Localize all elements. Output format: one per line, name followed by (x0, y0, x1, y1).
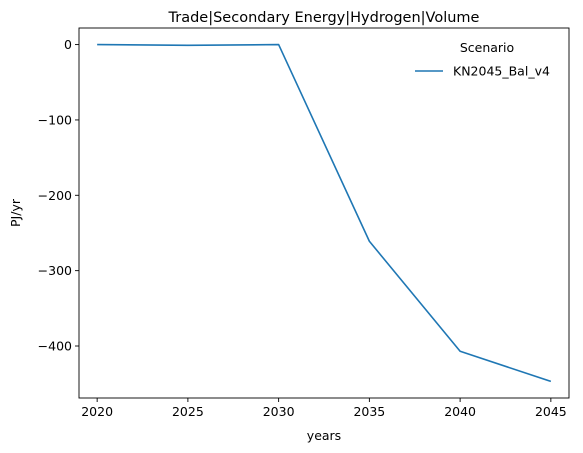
x-tick-label: 2020 (81, 404, 113, 419)
x-axis: 2020 2025 2030 2035 2040 2045 (81, 398, 567, 419)
x-tick-label: 2030 (263, 404, 295, 419)
series-lines (97, 43, 552, 383)
y-axis: 0 −100 −200 −300 −400 (38, 37, 79, 354)
x-tick-label: 2040 (444, 404, 476, 419)
x-tick-label: 2045 (535, 404, 567, 419)
y-tick-label: −300 (38, 263, 72, 278)
legend-entry-label: KN2045_Bal_v4 (453, 64, 550, 79)
y-tick-label: −400 (38, 339, 72, 354)
x-tick-label: 2035 (353, 404, 385, 419)
legend: Scenario KN2045_Bal_v4 (415, 40, 550, 79)
y-axis-label: PJ/yr (8, 198, 23, 227)
legend-title: Scenario (460, 40, 514, 55)
y-tick-label: −200 (38, 188, 72, 203)
plot-area-frame (78, 27, 570, 399)
x-tick-label: 2025 (172, 404, 204, 419)
x-axis-label: years (307, 428, 341, 443)
y-tick-label: 0 (64, 37, 72, 52)
y-tick-label: −100 (38, 112, 72, 127)
chart-title: Trade|Secondary Energy|Hydrogen|Volume (168, 10, 480, 26)
series-line-kn2045-bal-v4 (97, 43, 552, 383)
